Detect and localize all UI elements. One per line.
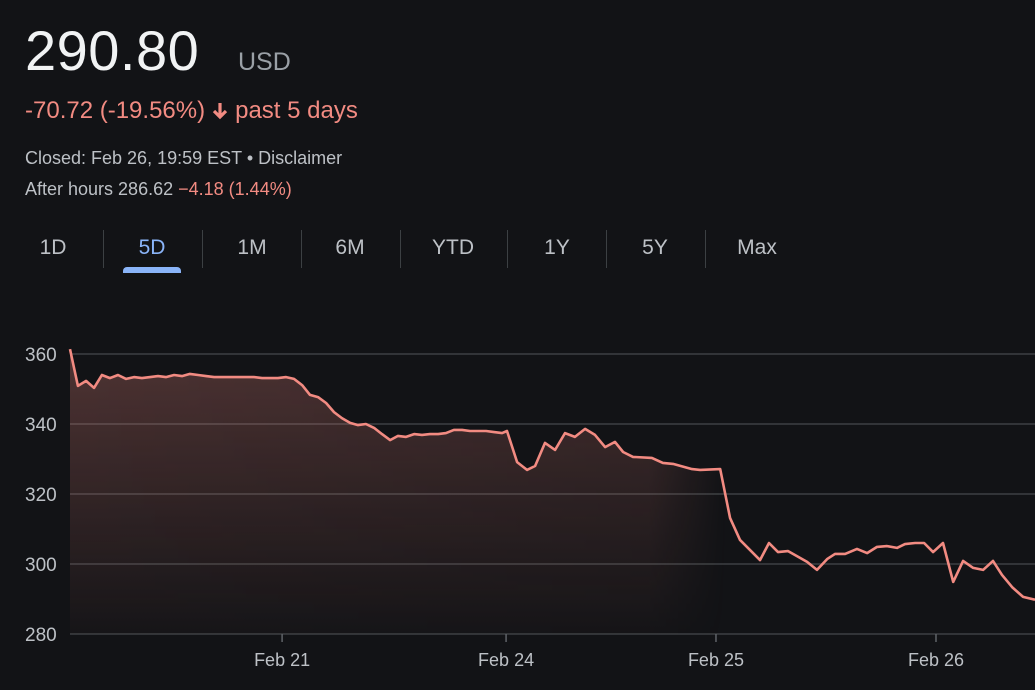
tab-ytd[interactable]: YTD [432, 236, 474, 259]
tab-divider [507, 230, 508, 268]
tab-divider [103, 230, 104, 268]
y-tick-label: 360 [25, 345, 57, 366]
tab-divider [705, 230, 706, 268]
disclaimer-link[interactable]: Disclaimer [258, 148, 343, 168]
x-tick-label: Feb 25 [688, 650, 744, 670]
closed-time: Closed: Feb 26, 19:59 EST [25, 148, 242, 168]
active-tab-indicator [123, 267, 181, 273]
separator-dot: • [246, 148, 254, 168]
tab-divider [202, 230, 203, 268]
tab-1d[interactable]: 1D [39, 236, 67, 259]
y-tick-label: 280 [25, 625, 57, 646]
tab-divider [301, 230, 302, 268]
tab-divider [606, 230, 607, 268]
tab-divider [400, 230, 401, 268]
current-price: 290.80 [25, 19, 200, 82]
tab-5y[interactable]: 5Y [642, 236, 668, 259]
x-tick-label: Feb 21 [254, 650, 310, 670]
x-tick-label: Feb 24 [478, 650, 534, 670]
tab-6m[interactable]: 6M [335, 236, 365, 259]
down-arrow-icon [212, 103, 228, 120]
change-value: -70.72 (-19.56%) [25, 97, 206, 124]
price-line [68, 348, 1035, 601]
tab-5d[interactable]: 5D [138, 236, 166, 259]
tab-1m[interactable]: 1M [237, 236, 267, 259]
currency-label: USD [238, 48, 291, 76]
tab-max[interactable]: Max [737, 236, 777, 259]
price-change: -70.72 (-19.56%) past 5 days [25, 97, 358, 125]
after-hours-change: −4.18 (1.44%) [178, 179, 292, 199]
y-tick-label: 300 [25, 555, 57, 576]
after-hours-price: After hours 286.62 [25, 179, 174, 199]
after-hours-info: After hours 286.62 −4.18 (1.44%) [25, 179, 292, 200]
x-tick-label: Feb 26 [908, 650, 964, 670]
tab-1y[interactable]: 1Y [544, 236, 570, 259]
y-tick-label: 340 [25, 415, 57, 436]
closed-info: Closed: Feb 26, 19:59 EST • Disclaimer [25, 148, 342, 169]
y-tick-label: 320 [25, 485, 57, 506]
price-area-fill [70, 349, 1035, 634]
change-period: past 5 days [235, 97, 358, 124]
